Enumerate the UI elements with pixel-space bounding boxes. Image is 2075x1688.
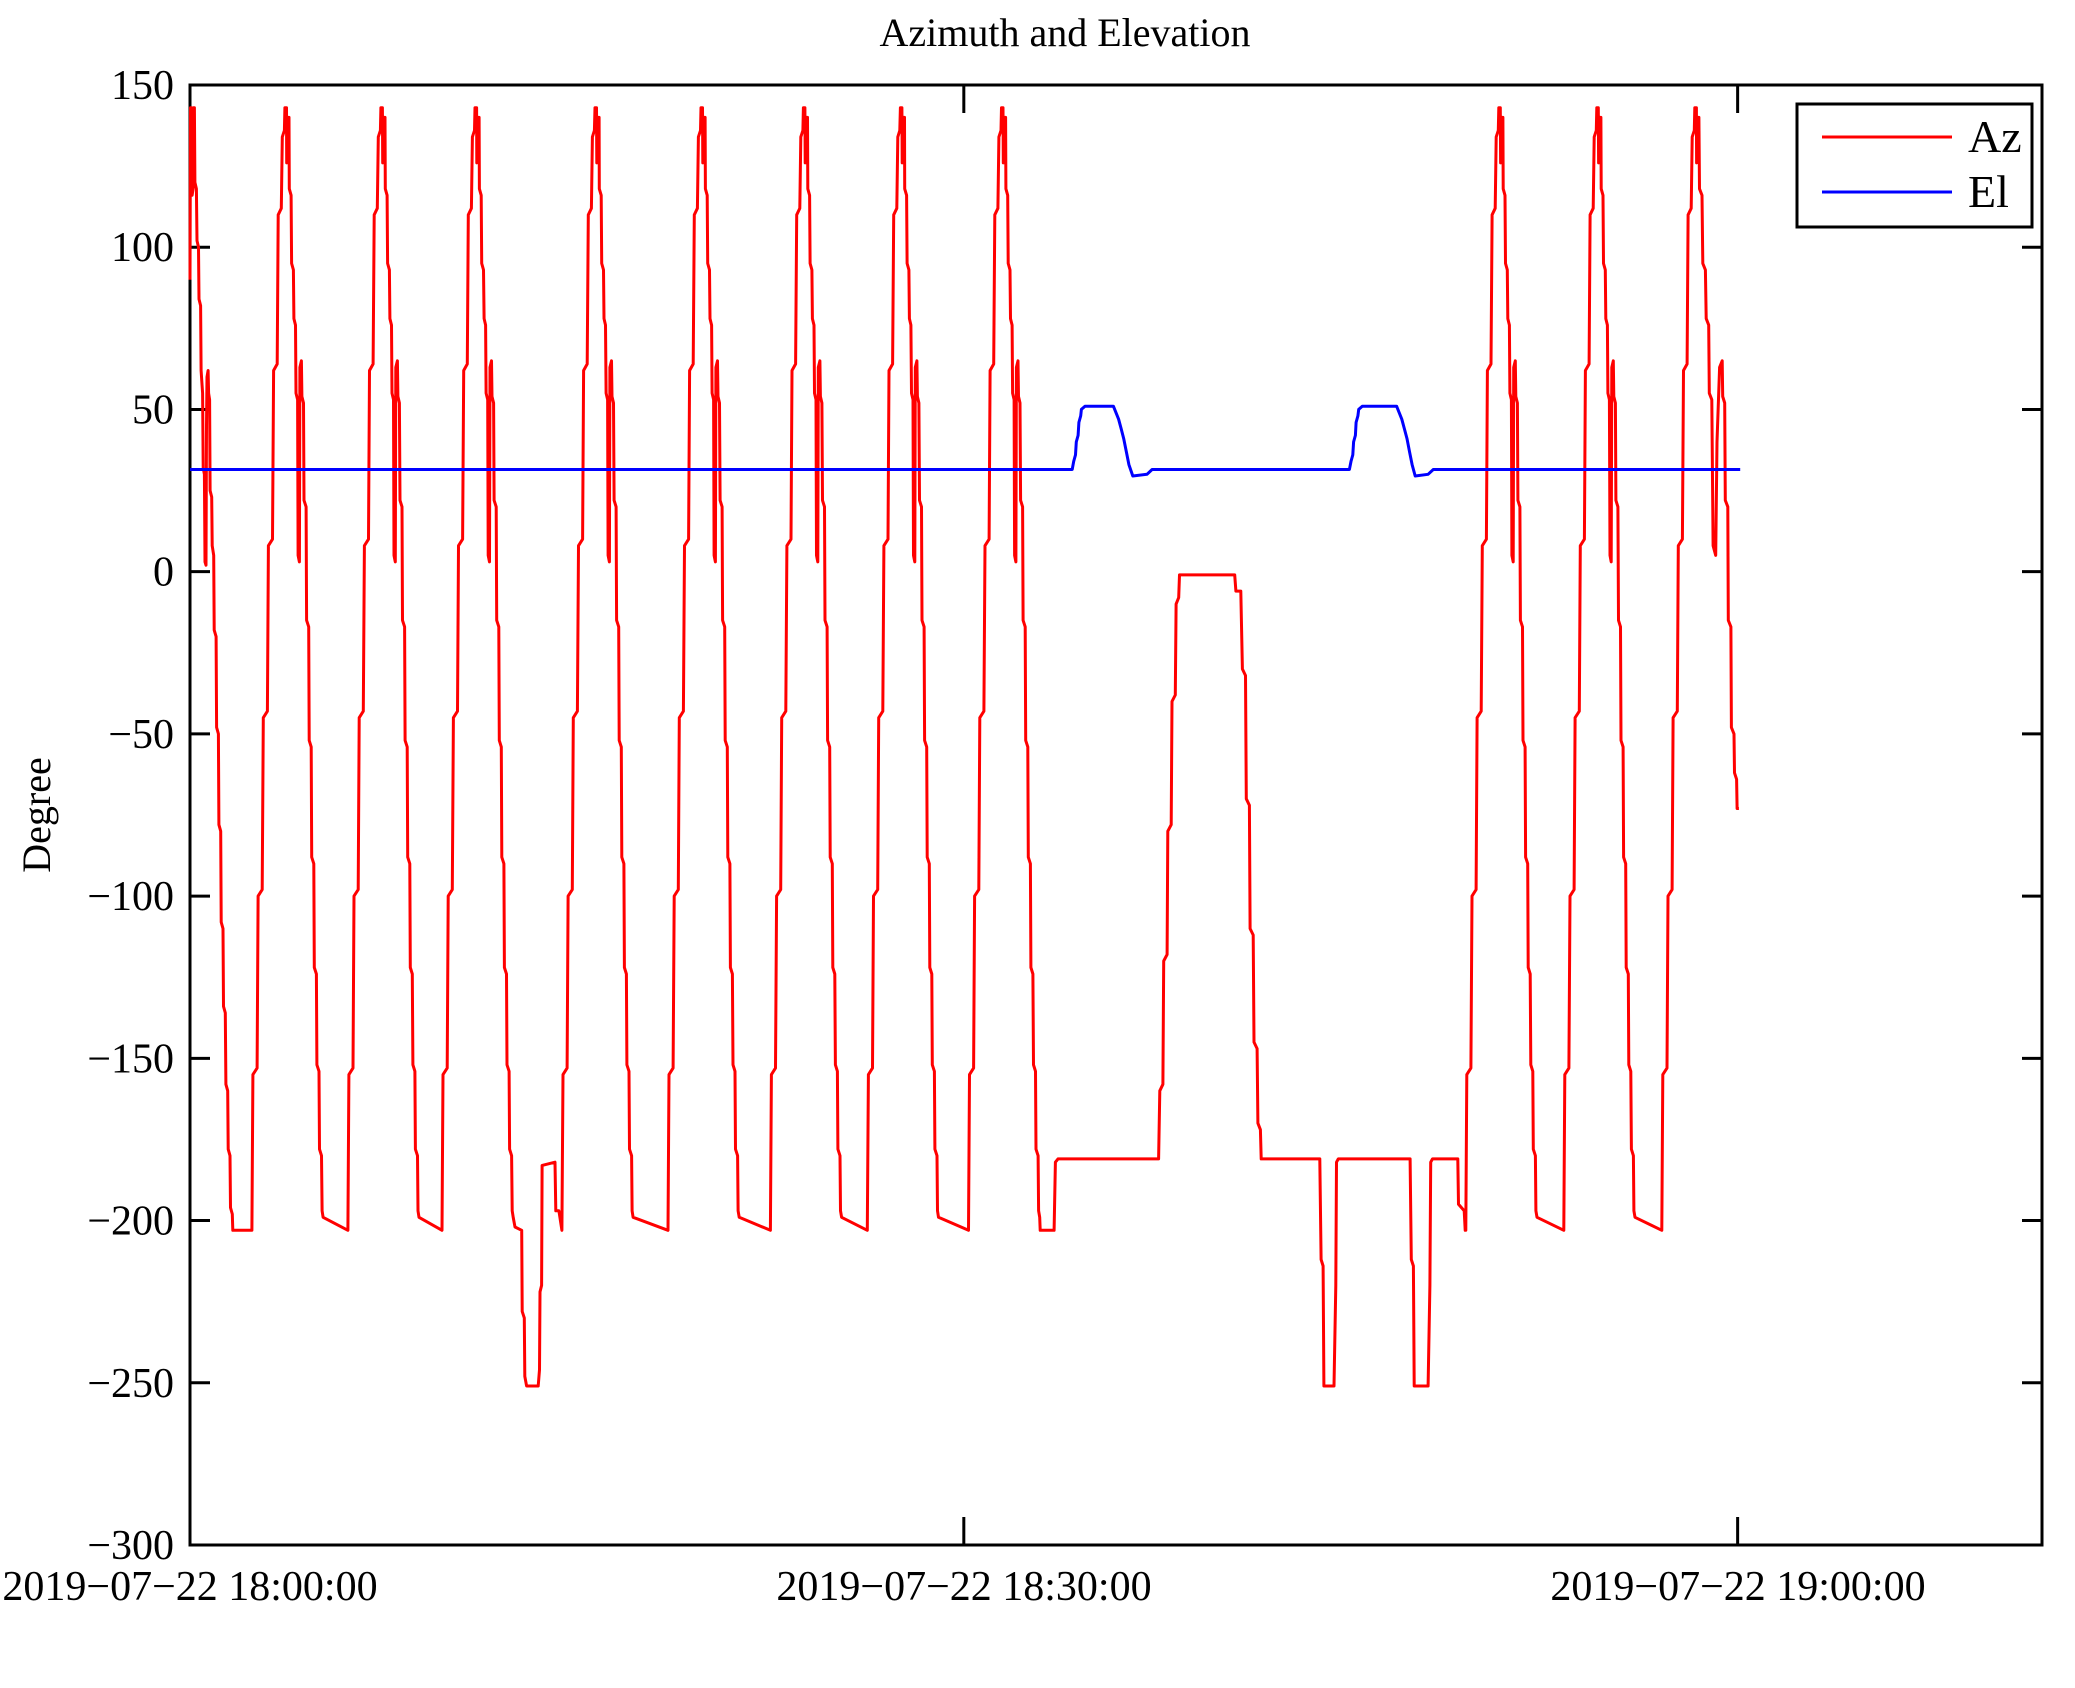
y-tick-label: 150 bbox=[111, 63, 174, 109]
plot-area bbox=[188, 83, 2044, 1547]
el-line bbox=[190, 404, 1741, 478]
x-tick-label-1900: 2019−07−22 19:00:00 bbox=[1550, 1564, 1925, 1610]
az-line bbox=[188, 106, 1739, 1388]
legend-box bbox=[1795, 102, 2034, 229]
x-tick-label-1800: 2019−07−22 18:00:00 bbox=[2, 1564, 377, 1610]
chart-title: Azimuth and Elevation bbox=[879, 10, 1250, 55]
legend-label-az: Az bbox=[1968, 111, 2022, 162]
y-tick-label: −50 bbox=[108, 712, 174, 758]
y-tick-label: 100 bbox=[111, 225, 174, 271]
y-tick-label: 0 bbox=[153, 550, 174, 596]
y-tick-label: −250 bbox=[87, 1361, 174, 1407]
y-tick-label: −100 bbox=[87, 874, 174, 920]
legend: Az El bbox=[1795, 102, 2034, 229]
y-axis-label: Degree bbox=[14, 757, 59, 872]
y-tick-label: −150 bbox=[87, 1036, 174, 1082]
x-tick-label-1830: 2019−07−22 18:30:00 bbox=[776, 1564, 1151, 1610]
y-tick-label: −200 bbox=[87, 1199, 174, 1245]
y-tick-label: 50 bbox=[132, 387, 174, 433]
legend-label-el: El bbox=[1968, 166, 2009, 217]
axis-ticks: 150 100 50 0 −50 −100 −150 −200 −250 −300 bbox=[87, 63, 2042, 1569]
y-tick-label: −300 bbox=[87, 1523, 174, 1569]
